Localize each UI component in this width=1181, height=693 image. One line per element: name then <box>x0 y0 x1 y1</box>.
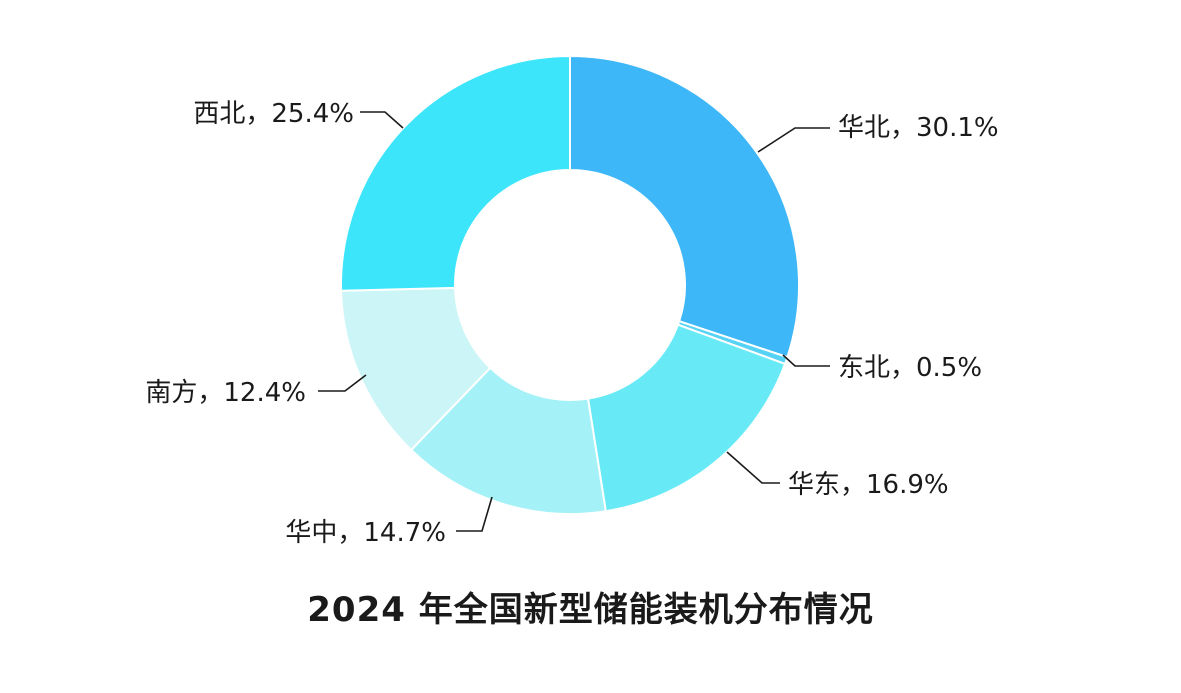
donut-slice-4 <box>409 366 607 515</box>
slice-label-1: 华北，30.1% <box>838 113 999 143</box>
donut-slice-6 <box>340 54 571 292</box>
leader-line-1 <box>757 127 830 153</box>
chart-title: 2024 年全国新型储能装机分布情况 <box>307 590 874 630</box>
leader-line-6 <box>360 111 404 129</box>
slice-label-4: 华中，14.7% <box>285 518 446 548</box>
leader-line-3 <box>726 451 780 484</box>
donut-slice-3 <box>586 323 787 513</box>
labels-layer: 华北，30.1% 东北，0.5% 华东，16.9% 华中，14.7% 南方，12.4% 西… <box>145 99 998 548</box>
slices-layer <box>340 54 800 515</box>
slice-label-5: 南方，12.4% <box>145 378 306 408</box>
leader-line-4 <box>456 496 493 532</box>
leader-line-2 <box>782 354 830 367</box>
slice-label-3: 华东，16.9% <box>788 470 949 500</box>
donut-slice-1 <box>569 54 800 359</box>
leader-line-5 <box>318 374 367 392</box>
slice-label-2: 东北，0.5% <box>838 353 982 383</box>
slice-label-6: 西北，25.4% <box>193 99 354 129</box>
